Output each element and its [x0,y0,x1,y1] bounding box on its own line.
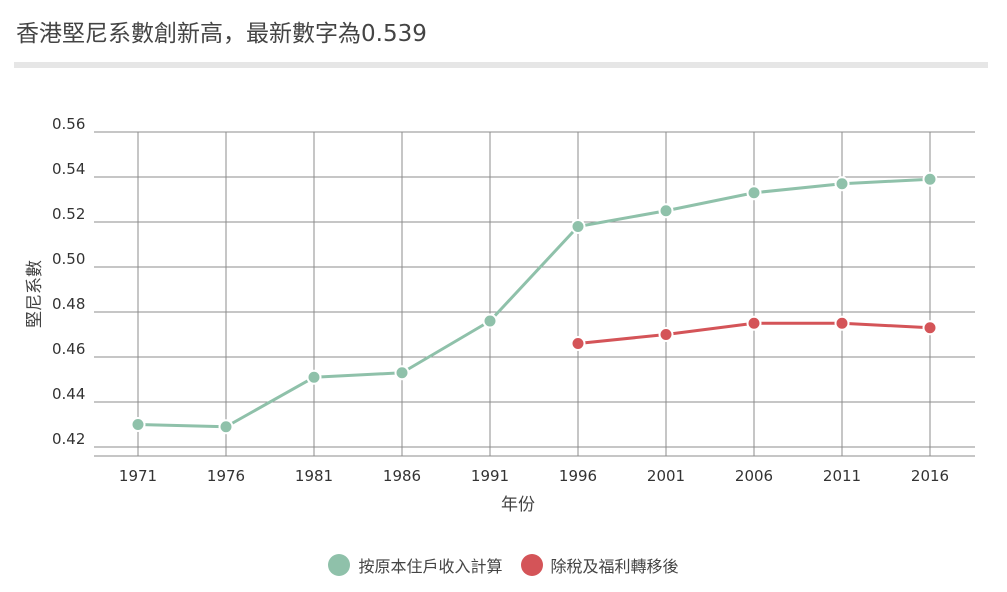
data-point-series-0[interactable] [394,365,410,381]
legend-marker-original-icon [328,554,351,576]
series-lines [130,171,938,435]
data-point-series-0[interactable] [570,219,586,234]
x-tick-label: 1976 [207,467,245,485]
y-tick-label: 0.42 [52,430,85,448]
x-tick-label: 2011 [823,467,861,485]
y-axis-ticks: 0.42 0.44 0.46 0.48 0.50 0.52 0.54 0.56 [52,115,85,448]
data-point-series-0[interactable] [218,419,234,435]
legend: 按原本住戶收入計算 除稅及福利轉移後 [0,553,1007,577]
x-axis-ticks: 1971 1976 1981 1986 1991 1996 2001 2006 2011 2016 [119,467,949,485]
data-point-series-1[interactable] [658,327,674,342]
data-point-series-1[interactable] [922,320,938,336]
data-point-series-0[interactable] [746,185,762,201]
legend-item-after-tax[interactable]: 除稅及福利轉移後 [520,553,679,577]
data-point-series-1[interactable] [570,336,586,351]
data-point-series-0[interactable] [130,417,146,432]
legend-item-original-income[interactable]: 按原本住戶收入計算 [328,553,503,577]
data-point-series-1[interactable] [746,315,762,331]
legend-label-original-income: 按原本住戶收入計算 [358,557,503,576]
data-point-series-0[interactable] [658,203,674,219]
x-axis-title: 年份 [501,495,535,515]
data-point-series-0[interactable] [834,176,850,192]
x-tick-label: 1991 [471,467,509,485]
x-tick-label: 1971 [119,467,157,485]
series-line-0 [136,177,932,429]
x-tick-label: 1996 [559,467,597,485]
legend-marker-after-tax-icon [520,554,543,576]
y-tick-label: 0.48 [52,295,85,313]
x-tick-label: 2016 [911,467,949,485]
legend-label-after-tax: 除稅及福利轉移後 [550,557,679,576]
title-divider [14,62,988,68]
grid [94,131,975,457]
y-tick-label: 0.56 [52,115,85,133]
x-tick-label: 2006 [735,467,773,485]
y-tick-label: 0.44 [52,385,85,403]
data-point-series-0[interactable] [306,369,322,385]
y-tick-label: 0.46 [52,340,85,358]
y-axis-title: 堅尼系數 [25,260,45,328]
data-point-series-1[interactable] [834,315,850,331]
x-tick-label: 1986 [383,467,421,485]
y-tick-label: 0.52 [52,205,85,223]
data-point-series-0[interactable] [922,171,938,187]
x-tick-label: 1981 [295,467,333,485]
x-tick-label: 2001 [647,467,685,485]
chart-title: 香港堅尼系數創新高，最新數字為0.539 [16,21,427,47]
y-tick-label: 0.50 [52,250,85,268]
y-tick-label: 0.54 [52,160,85,178]
data-point-series-0[interactable] [482,313,498,329]
